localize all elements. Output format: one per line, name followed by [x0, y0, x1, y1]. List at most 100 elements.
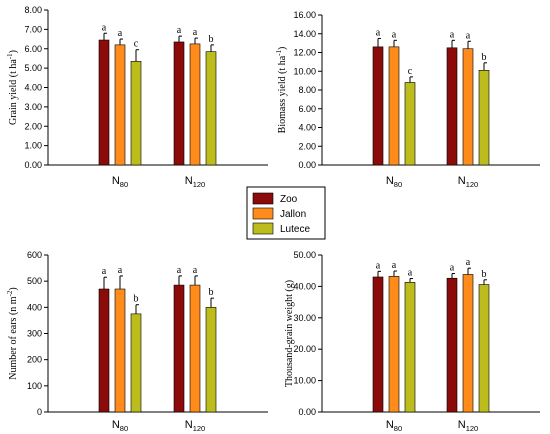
y-axis-title: Biomass yield (t ha-1): [275, 47, 288, 134]
significance-label: a: [450, 263, 455, 274]
legend-swatch-zoo: [252, 192, 274, 205]
y-tick-label: 20.00: [293, 344, 316, 354]
significance-label: c: [134, 39, 139, 50]
significance-label: c: [408, 66, 413, 77]
significance-label: a: [408, 268, 413, 279]
y-tick-label: 40.00: [293, 281, 316, 291]
bar-zoo: [372, 46, 384, 166]
x-category-label: N120: [185, 419, 205, 433]
significance-label: b: [482, 269, 487, 280]
y-tick-label: 10.00: [293, 376, 316, 386]
y-tick-label: 0.00: [24, 160, 42, 170]
significance-label: b: [482, 52, 487, 63]
legend-label-lutece: Lutece: [280, 224, 310, 235]
bar-zoo: [446, 277, 458, 413]
chart-panel-bottom-right: 0.00 10.00 20.00 30.00 40.00 50.00 Thousand-gr…: [284, 250, 540, 433]
bar-zoo: [372, 276, 384, 413]
y-tick-label: 4.00: [24, 83, 42, 93]
y-tick-label: 1.00: [24, 141, 42, 151]
bar-jallon: [189, 284, 201, 413]
y-tick-label: 16.00: [293, 10, 316, 20]
legend: Zoo Jallon Lutece: [246, 186, 326, 240]
significance-label: a: [177, 25, 182, 36]
bar-jallon: [189, 43, 201, 166]
bar-lutece: [478, 70, 490, 166]
y-tick-label: 300: [27, 329, 42, 339]
chart-panel-top-right: 0.00 2.00 4.00 6.00 8.00 10.00 12.00 14.00 16.00…: [275, 10, 540, 189]
y-tick-label: 6.00: [298, 104, 316, 114]
bar-jallon: [388, 276, 400, 413]
x-category-label: N120: [458, 175, 478, 189]
x-category-label: N80: [112, 175, 128, 189]
legend-label-jallon: Jallon: [280, 209, 306, 220]
y-tick-label: 600: [27, 250, 42, 260]
significance-label: a: [376, 27, 381, 38]
significance-label: a: [102, 22, 107, 33]
legend-label-zoo: Zoo: [280, 194, 298, 205]
significance-label: a: [450, 29, 455, 40]
y-tick-label: 2.00: [24, 121, 42, 131]
significance-label: a: [392, 260, 397, 271]
significance-label: a: [193, 265, 198, 276]
bar-lutece: [130, 313, 142, 413]
bar-jallon: [114, 288, 126, 413]
significance-label: a: [177, 265, 182, 276]
significance-label: b: [134, 294, 139, 305]
significance-label: a: [193, 27, 198, 38]
bar-lutece: [404, 82, 416, 166]
chart-panel-top-left: 0.00 1.00 2.00 3.00 4.00 5.00 6.00 7.00 8.00 Grai…: [6, 5, 268, 189]
significance-label: a: [118, 265, 123, 276]
chart-panel-bottom-left: 0 100 200 300 400 500 600 Number of ears (n m-2…: [6, 250, 268, 433]
bar-jallon: [462, 274, 474, 413]
bar-jallon: [462, 48, 474, 166]
y-axis-title: Number of ears (n m-2): [6, 287, 19, 380]
bar-zoo: [98, 39, 110, 166]
y-tick-label: 50.00: [293, 250, 316, 260]
x-category-label: N120: [458, 419, 478, 433]
bar-lutece: [205, 51, 217, 166]
y-tick-label: 8.00: [298, 85, 316, 95]
y-tick-label: 500: [27, 276, 42, 286]
y-tick-label: 4.00: [298, 123, 316, 133]
x-category-label: N120: [185, 175, 205, 189]
x-category-label: N80: [386, 419, 402, 433]
bar-jallon: [114, 44, 126, 166]
significance-label: b: [209, 287, 214, 298]
bar-zoo: [173, 284, 185, 413]
y-tick-label: 8.00: [24, 5, 42, 15]
y-tick-label: 5.00: [24, 63, 42, 73]
y-tick-label: 30.00: [293, 313, 316, 323]
y-tick-label: 0: [37, 407, 42, 417]
y-axis-title: Grain yield (t ha-1): [6, 50, 19, 125]
significance-label: b: [209, 34, 214, 45]
bar-jallon: [388, 46, 400, 166]
bar-zoo: [173, 41, 185, 166]
significance-label: a: [466, 30, 471, 41]
bar-lutece: [478, 284, 490, 413]
significance-label: a: [466, 257, 471, 268]
y-tick-label: 6.00: [24, 44, 42, 54]
bar-lutece: [205, 307, 217, 413]
significance-label: a: [102, 266, 107, 277]
y-tick-label: 10.00: [293, 66, 316, 76]
y-tick-label: 0.00: [298, 407, 316, 417]
significance-label: a: [118, 28, 123, 39]
x-category-label: N80: [112, 419, 128, 433]
y-axis-title: Thousand-grain weight (g): [284, 280, 295, 387]
legend-swatch-jallon: [252, 207, 274, 220]
y-tick-label: 12.00: [293, 48, 316, 58]
bar-lutece: [130, 61, 142, 166]
y-tick-label: 3.00: [24, 102, 42, 112]
legend-swatch-lutece: [252, 222, 274, 235]
y-tick-label: 14.00: [293, 29, 316, 39]
y-tick-label: 100: [27, 381, 42, 391]
y-tick-label: 2.00: [298, 141, 316, 151]
significance-label: a: [376, 260, 381, 271]
y-tick-label: 200: [27, 355, 42, 365]
x-category-label: N80: [386, 175, 402, 189]
bar-lutece: [404, 282, 416, 413]
y-tick-label: 7.00: [24, 24, 42, 34]
y-tick-label: 0.00: [298, 160, 316, 170]
bar-zoo: [98, 288, 110, 413]
